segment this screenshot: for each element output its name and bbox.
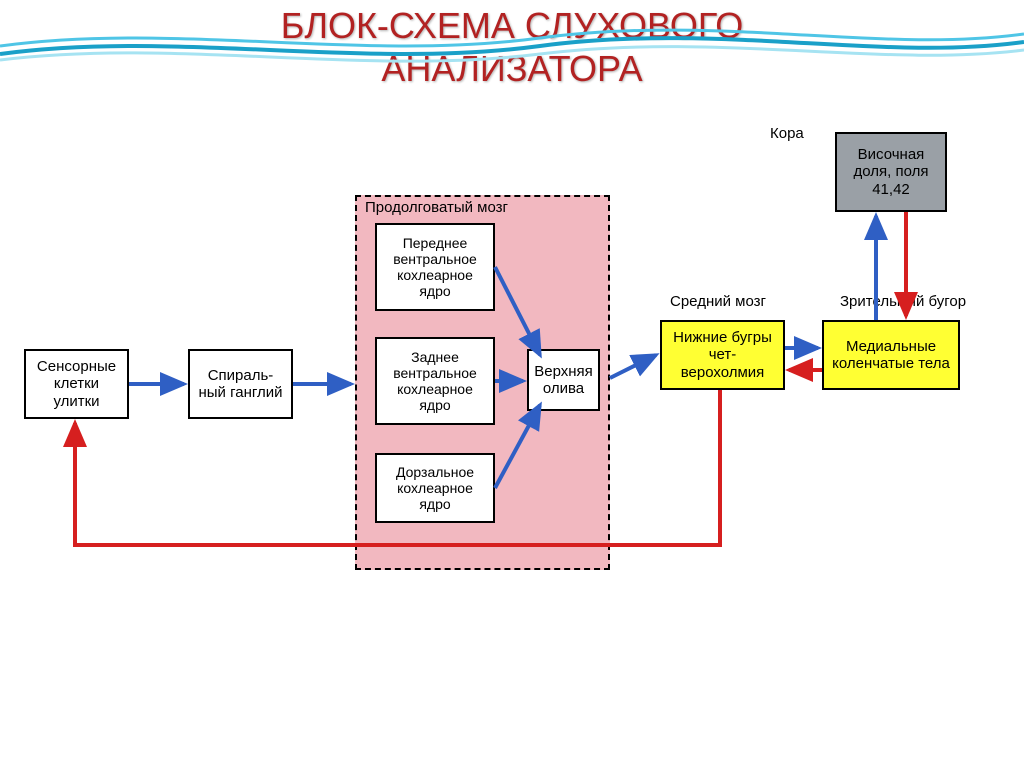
node-dorsal-cn: Дорзальное кохлеарное ядро bbox=[375, 453, 495, 523]
label-thalamus: Зрительный бугор bbox=[840, 293, 966, 310]
region-medulla-label: Продолговатый мозг bbox=[365, 199, 508, 216]
label-midbrain: Средний мозг bbox=[670, 293, 766, 310]
node-superior-olive: Верхняя олива bbox=[527, 349, 600, 411]
node-spiral-ganglion: Спираль-ный ганглий bbox=[188, 349, 293, 419]
node-anterior-vcn: Переднее вентральное кохлеарное ядро bbox=[375, 223, 495, 311]
node-medial-geniculate: Медиальные коленчатые тела bbox=[822, 320, 960, 390]
label-cortex: Кора bbox=[770, 125, 804, 142]
node-sensory-cells: Сенсорные клетки улитки bbox=[24, 349, 129, 419]
arrow-olive-colliculi bbox=[610, 355, 656, 378]
node-temporal-lobe: Височная доля, поля 41,42 bbox=[835, 132, 947, 212]
flowchart: Продолговатый мозг Кора Средний мозг Зри… bbox=[0, 0, 1024, 767]
node-posterior-vcn: Заднее вентральное кохлеарное ядро bbox=[375, 337, 495, 425]
node-inferior-colliculi: Нижние бугры чет-верохолмия bbox=[660, 320, 785, 390]
